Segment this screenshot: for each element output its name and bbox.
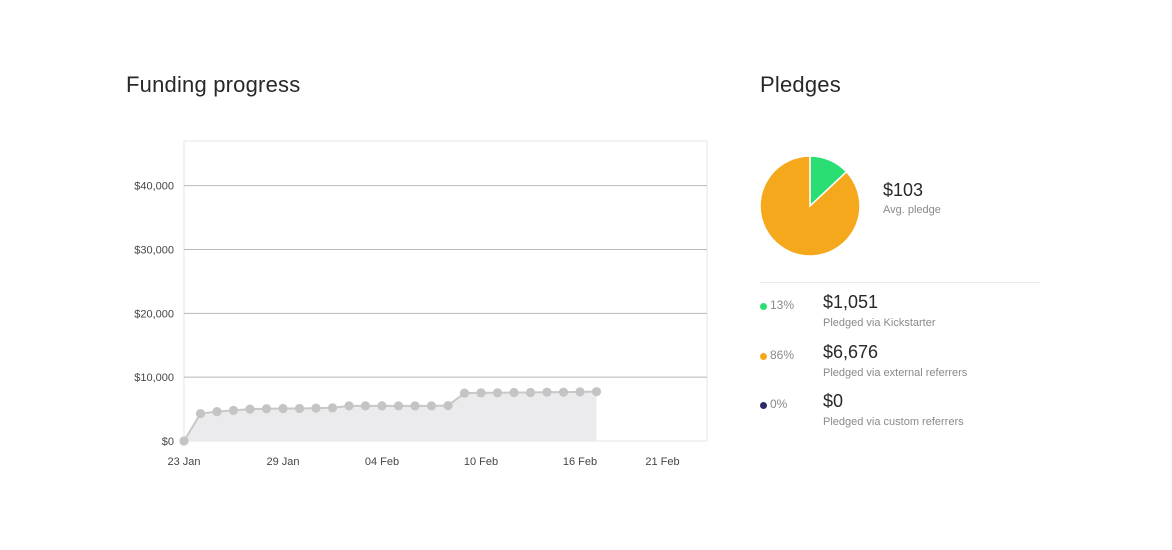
- external-label: Pledged via external referrers: [823, 367, 968, 379]
- data-point: [327, 403, 338, 413]
- kickstarter-percent: 13%: [770, 298, 795, 312]
- data-point: [377, 401, 387, 411]
- external-percent: 86%: [770, 348, 795, 362]
- data-point: [360, 401, 371, 411]
- data-point: [476, 388, 486, 398]
- pledge-row-external: 86% $6,676 Pledged via external referrer…: [760, 342, 1060, 382]
- data-point: [575, 387, 585, 397]
- custom-label: Pledged via custom referrers: [823, 416, 964, 428]
- data-point: [591, 387, 602, 397]
- data-point: [410, 401, 420, 411]
- avg-pledge-value: $103: [883, 180, 924, 200]
- custom-percent: 0%: [770, 397, 788, 411]
- y-tick-label: $40,000: [134, 181, 174, 193]
- x-tick-label: 29 Jan: [266, 456, 299, 468]
- x-tick-label: 04 Feb: [365, 456, 399, 468]
- kickstarter-dot: [760, 303, 767, 310]
- data-point: [426, 401, 437, 411]
- custom-dot: [760, 402, 767, 409]
- data-point: [278, 403, 288, 414]
- x-tick-label: 16 Feb: [563, 456, 597, 468]
- external-dot: [760, 353, 767, 360]
- data-point: [179, 436, 189, 446]
- data-point: [344, 401, 354, 411]
- y-tick-label: $0: [162, 436, 174, 448]
- data-point: [311, 403, 321, 413]
- plot-frame: [183, 140, 708, 442]
- pledges-pie-chart: [759, 155, 861, 257]
- data-point: [245, 404, 255, 414]
- data-point: [228, 405, 239, 415]
- data-point: [509, 387, 519, 398]
- funding-progress-title: Funding progress: [126, 72, 301, 97]
- pledges-divider: [760, 282, 1040, 283]
- custom-amount: $0: [823, 391, 844, 411]
- data-point: [525, 387, 536, 398]
- data-point: [195, 408, 206, 419]
- y-tick-label: $30,000: [134, 245, 174, 257]
- external-amount: $6,676: [823, 342, 879, 362]
- data-point: [558, 387, 569, 397]
- avg-pledge-label: Avg. pledge: [883, 204, 941, 216]
- y-tick-label: $10,000: [134, 372, 174, 384]
- y-tick-label: $20,000: [134, 308, 174, 320]
- x-tick-label: 10 Feb: [464, 456, 498, 468]
- kickstarter-amount: $1,051: [823, 292, 879, 312]
- pledges-title: Pledges: [760, 72, 841, 97]
- pie-slice: [759, 155, 861, 257]
- funding-progress-chart: $0 $10,000 $20,000 $30,000 $40,000 23 Jan 29 J…: [134, 140, 708, 468]
- series-area: [184, 391, 597, 441]
- x-tick-label: 23 Jan: [167, 456, 200, 468]
- data-point: [542, 387, 552, 397]
- data-point: [261, 404, 272, 414]
- pledge-row-custom: 0% $0 Pledged via custom referrers: [760, 391, 1060, 431]
- data-point: [294, 403, 305, 414]
- data-point: [393, 401, 404, 411]
- data-point: [443, 400, 453, 411]
- data-point: [459, 388, 470, 398]
- pledge-row-kickstarter: 13% $1,051 Pledged via Kickstarter: [760, 292, 1060, 332]
- data-point: [212, 407, 222, 417]
- data-point: [492, 388, 503, 398]
- kickstarter-label: Pledged via Kickstarter: [823, 317, 936, 329]
- x-tick-label: 21 Feb: [645, 456, 679, 468]
